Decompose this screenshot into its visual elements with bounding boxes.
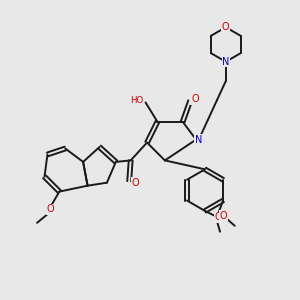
Text: HO: HO bbox=[130, 97, 144, 106]
Text: O: O bbox=[220, 211, 227, 221]
Text: N: N bbox=[222, 57, 230, 67]
Text: O: O bbox=[46, 204, 54, 214]
Text: O: O bbox=[132, 178, 140, 188]
Text: O: O bbox=[191, 94, 199, 104]
Text: N: N bbox=[195, 135, 202, 145]
Text: O: O bbox=[222, 22, 230, 32]
Text: O: O bbox=[215, 212, 222, 223]
